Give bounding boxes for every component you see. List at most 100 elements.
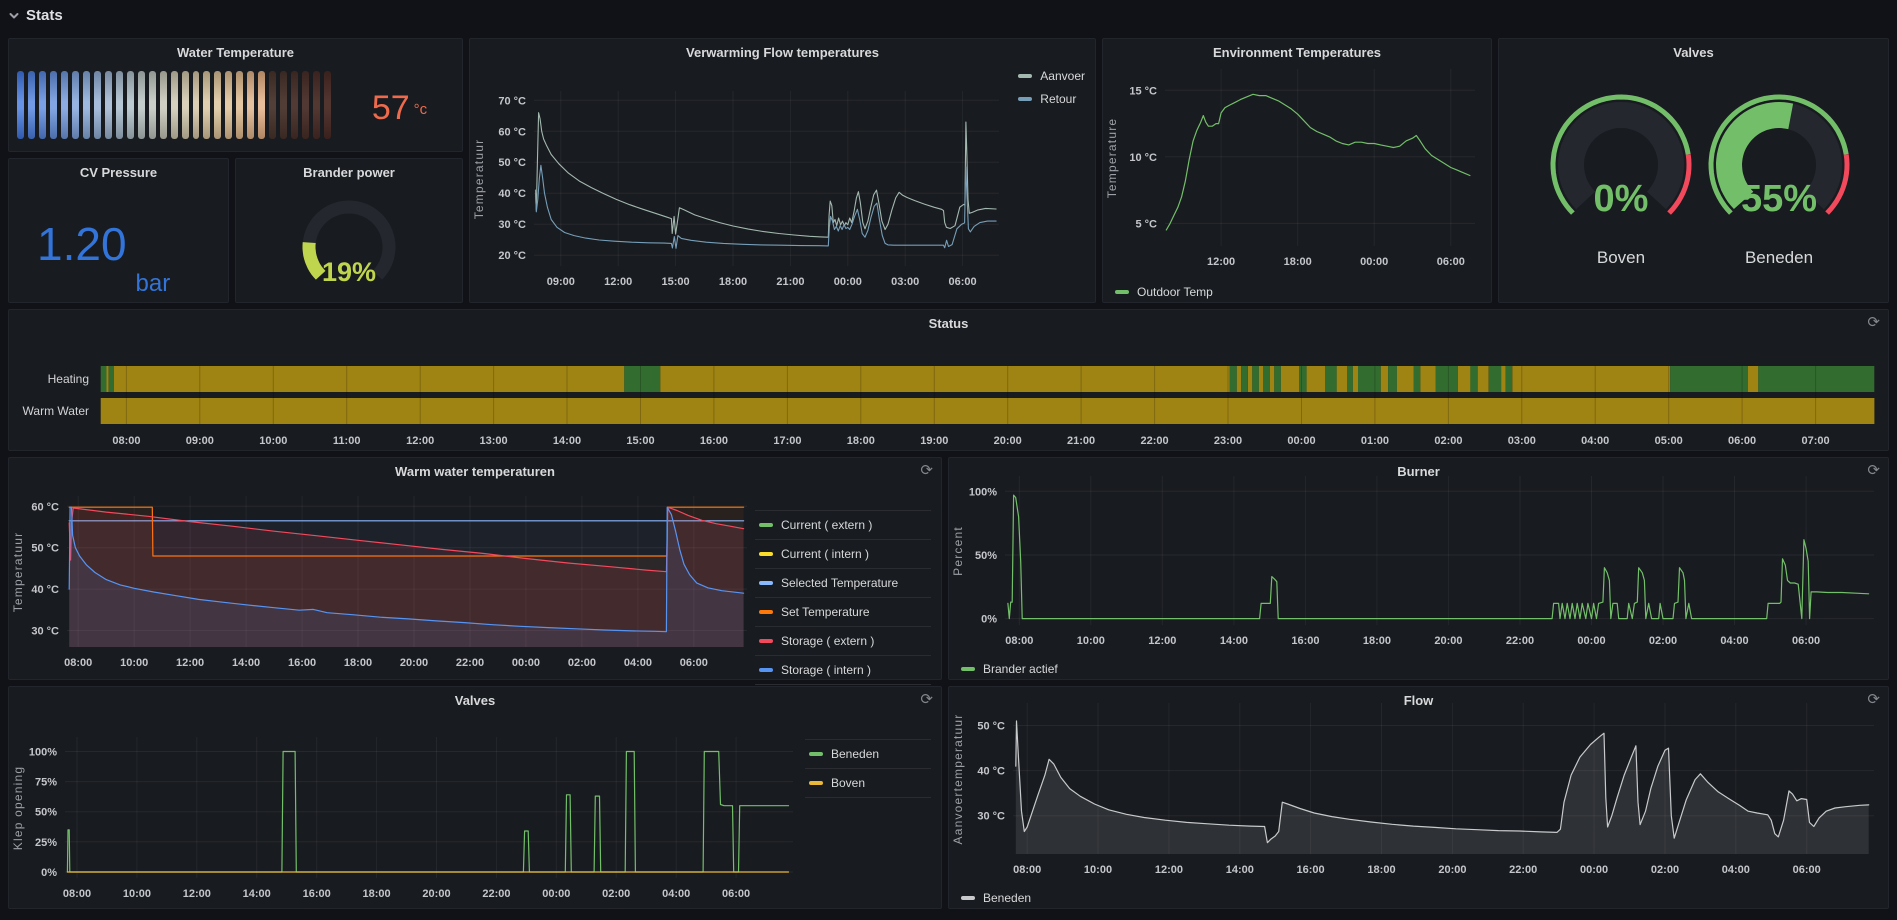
legend-item[interactable]: Set Temperature	[755, 597, 931, 626]
legend-label: Storage ( extern )	[781, 634, 875, 648]
legend-item[interactable]: Storage ( extern )	[755, 626, 931, 655]
legend-swatch	[759, 639, 773, 643]
refresh-icon[interactable]: ⟳	[1867, 461, 1880, 479]
lcd-cell	[324, 71, 332, 139]
panel-title[interactable]: Valves	[1673, 44, 1714, 60]
chart-legend: Beneden	[961, 891, 1031, 905]
chart-legend: Beneden Boven	[803, 713, 941, 908]
status-timeline[interactable]: Heating Warm Water 08:00 09:00 10:00 11:00 12:…	[9, 336, 1888, 450]
svg-text:14:00: 14:00	[1226, 864, 1254, 876]
lcd-cell	[126, 71, 134, 139]
legend-item[interactable]: Boven	[805, 768, 931, 798]
refresh-icon[interactable]: ⟳	[920, 690, 933, 708]
legend-item[interactable]: Brander actief	[961, 662, 1058, 676]
svg-text:18:00: 18:00	[847, 435, 875, 447]
panel-title[interactable]: CV Pressure	[79, 164, 158, 180]
svg-text:17:00: 17:00	[773, 435, 801, 447]
svg-text:30 °C: 30 °C	[977, 811, 1005, 823]
grid: 08:00 10:00 12:00 14:00 16:00 18:00 20:00 22:00…	[977, 703, 1874, 876]
timeline-segment	[1420, 366, 1436, 392]
panel-header: CV Pressure	[9, 159, 228, 185]
panel-title[interactable]: Verwarming Flow temperatures	[686, 44, 879, 60]
legend-item[interactable]: Selected Temperature	[755, 568, 931, 597]
lcd-cell	[159, 71, 167, 139]
svg-text:09:00: 09:00	[547, 276, 575, 288]
environment-chart[interactable]: 12:00 18:00 00:00 06:00 5 °C 10 °C 15 °C Temper…	[1103, 41, 1491, 278]
flow-temperatures-chart[interactable]: 09:00 12:00 15:00 18:00 21:00 00:00 03:00 06:00…	[470, 65, 1095, 302]
svg-text:100%: 100%	[969, 486, 997, 498]
legend-item[interactable]: Current ( extern )	[755, 510, 931, 539]
panel-title[interactable]: Environment Temperatures	[1212, 44, 1382, 60]
legend-item[interactable]: Current ( intern )	[755, 539, 931, 568]
timeline-segment	[113, 366, 625, 392]
valves-chart[interactable]: 08:00 10:00 12:00 14:00 16:00 18:00 20:00 22:00…	[9, 713, 803, 908]
dashboard-row-stats[interactable]: Stats	[8, 7, 63, 24]
value-unit: bar	[135, 270, 171, 297]
legend-swatch	[1115, 290, 1129, 294]
panel-water-temperature: Water Temperature 57 °c	[8, 38, 463, 152]
panel-status: Status ⟳ Heating Warm Water 08:00 09:00 10:0…	[8, 309, 1889, 451]
svg-text:04:00: 04:00	[1581, 435, 1609, 447]
series-Beneden	[1015, 720, 1870, 844]
panel-title[interactable]: Status	[928, 315, 969, 331]
legend-item[interactable]: Storage ( intern )	[755, 655, 931, 685]
timeline-segment	[100, 366, 107, 392]
legend-item[interactable]: Aanvoer	[1018, 69, 1085, 83]
svg-text:40 °C: 40 °C	[31, 584, 59, 596]
timeline-segment	[1280, 366, 1300, 392]
panel-title[interactable]: Burner	[1397, 463, 1440, 479]
svg-text:00:00: 00:00	[1577, 635, 1605, 647]
legend-item[interactable]: Beneden	[961, 891, 1031, 905]
svg-text:08:00: 08:00	[1013, 864, 1041, 876]
legend-label: Beneden	[983, 891, 1032, 905]
chart-legend: Outdoor Temp	[1115, 285, 1213, 299]
brander-power-gauge: 19%	[236, 185, 462, 302]
refresh-icon[interactable]: ⟳	[1867, 690, 1880, 708]
svg-text:70 °C: 70 °C	[498, 95, 526, 107]
svg-text:18:00: 18:00	[1363, 635, 1391, 647]
lcd-cell	[302, 71, 310, 139]
lcd-cell	[27, 71, 35, 139]
panel-warm-water-temperaturen: Warm water temperaturen ⟳ 08:00 10:00 12:0…	[8, 457, 942, 685]
svg-text:Temperature: Temperature	[1105, 118, 1119, 199]
legend-swatch	[759, 552, 773, 556]
lcd-cell	[49, 71, 57, 139]
grid: 08:00 10:00 12:00 14:00 16:00 18:00 20:00 22:00…	[29, 737, 793, 900]
svg-text:06:00: 06:00	[1793, 864, 1821, 876]
refresh-icon[interactable]: ⟳	[920, 461, 933, 479]
warm-water-chart[interactable]: 08:00 10:00 12:00 14:00 16:00 18:00 20:00 22:00…	[9, 484, 753, 679]
legend-item[interactable]: Retour	[1018, 92, 1085, 106]
legend-item[interactable]: Beneden	[805, 739, 931, 768]
legend-swatch	[1018, 97, 1033, 101]
panel-title[interactable]: Warm water temperaturen	[395, 463, 555, 479]
svg-text:16:00: 16:00	[303, 888, 331, 900]
legend-label: Aanvoer	[1040, 69, 1085, 83]
svg-text:14:00: 14:00	[243, 888, 271, 900]
panel-title[interactable]: Water Temperature	[176, 44, 295, 60]
gauge-value: 0%	[1594, 178, 1649, 220]
svg-text:21:00: 21:00	[1067, 435, 1095, 447]
lcd-cell	[181, 71, 189, 139]
flow-chart[interactable]: 08:00 10:00 12:00 14:00 16:00 18:00 20:00 22:00…	[949, 689, 1888, 884]
lcd-cell	[93, 71, 101, 139]
panel-title[interactable]: Brander power	[303, 164, 395, 180]
timeline-segment	[1748, 366, 1759, 392]
timeline-segment	[1388, 366, 1397, 392]
cv-pressure-value: 1.20 bar	[9, 185, 228, 302]
panel-title[interactable]: Flow	[1403, 692, 1434, 708]
burner-chart[interactable]: 08:00 10:00 12:00 14:00 16:00 18:00 20:00 22:00…	[949, 460, 1888, 655]
timeline-segment	[1252, 366, 1259, 392]
legend-item[interactable]: Outdoor Temp	[1115, 285, 1213, 299]
timeline-segment	[1470, 366, 1478, 392]
lcd-cell	[247, 71, 255, 139]
panel-title[interactable]: Valves	[454, 692, 496, 708]
refresh-icon[interactable]: ⟳	[1867, 313, 1880, 331]
lcd-cell	[148, 71, 156, 139]
svg-text:00:00: 00:00	[834, 276, 862, 288]
panel-header: Warm water temperaturen ⟳	[9, 458, 941, 484]
lcd-cell	[115, 71, 123, 139]
panel-header: Brander power	[236, 159, 462, 185]
timeline-segment	[1501, 366, 1506, 392]
svg-text:00:00: 00:00	[1287, 435, 1315, 447]
timeline-segment	[1457, 366, 1471, 392]
